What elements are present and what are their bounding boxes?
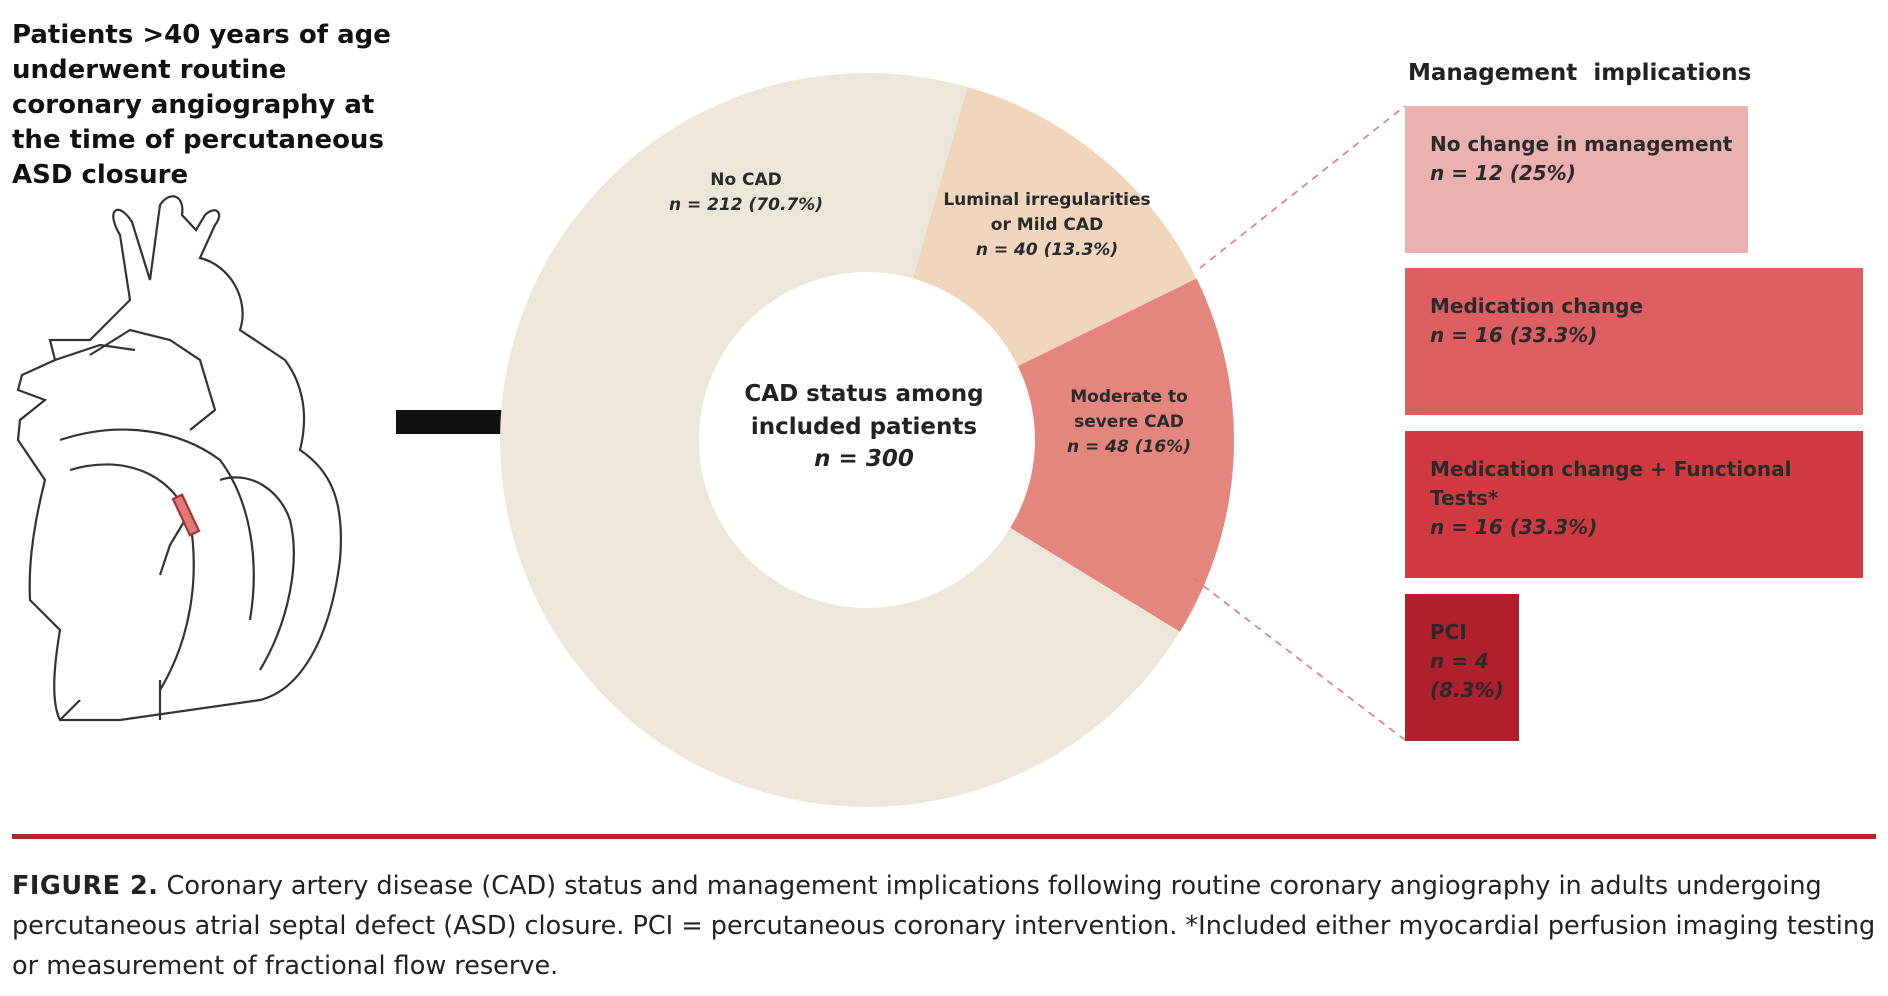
slice-label: Moderate to severe CAD n = 48 (16%) [1067, 385, 1191, 460]
bar-category: PCI [1430, 620, 1467, 644]
slice-value: n = 212 (70.7%) [668, 195, 824, 215]
caption-text: Coronary artery disease (CAD) status and… [12, 871, 1876, 981]
donut [500, 73, 1235, 808]
caption-label: FIGURE 2. [12, 871, 159, 901]
bar: PCI n = 4 (8.3%) [1405, 594, 1520, 741]
slice-value: n = 40 (13.3%) [975, 240, 1119, 260]
caption: FIGURE 2. Coronary artery disease (CAD) … [12, 866, 1882, 986]
center-subtitle: n = 300 [814, 446, 914, 472]
bar-value-label: n = 16 (33.3%) [1430, 323, 1598, 347]
bar-title: Management implications [1408, 60, 1752, 86]
bar-value-label: n = 4 (8.3%) [1430, 649, 1504, 702]
bar-category: Medication change [1430, 294, 1644, 318]
bar-category: No change in management [1430, 132, 1733, 156]
connector [1199, 105, 1406, 269]
center-title: CAD status among included patients [744, 381, 984, 440]
bar-category: Medication change + Functional Tests* [1430, 457, 1792, 510]
slice-label: No CAD n = 212 (70.7%) [669, 168, 823, 218]
slice-category: No CAD [710, 170, 782, 190]
bar: Medication change + Functional Tests* n =… [1405, 431, 1863, 578]
rule [12, 834, 1876, 839]
intro-text: Patients >40 years of age underwent rout… [12, 20, 391, 190]
bar-value-label: n = 16 (33.3%) [1430, 515, 1598, 539]
slice-category: Luminal irregularities or Mild CAD [943, 190, 1151, 235]
bar-value-label: n = 12 (25%) [1430, 161, 1576, 185]
donut-slice [1010, 278, 1235, 632]
bar: No change in management n = 12 (25%) [1405, 106, 1749, 253]
slice-category: Moderate to severe CAD [1070, 387, 1188, 432]
heart-illustration [16, 195, 342, 722]
slice-value: n = 48 (16%) [1067, 437, 1191, 457]
connector [1192, 577, 1406, 741]
slice-label: Luminal irregularities or Mild CAD n = 40… [943, 188, 1150, 263]
donut-slice [913, 87, 1197, 367]
bar: Medication change n = 16 (33.3%) [1405, 268, 1863, 415]
donut-slice [500, 73, 1180, 808]
